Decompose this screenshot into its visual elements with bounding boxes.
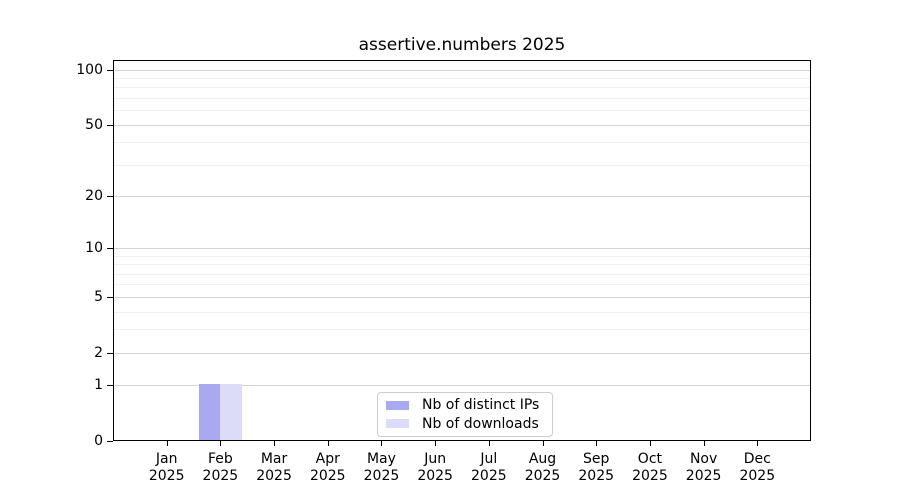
x-tick-label: Oct 2025 [632,451,668,484]
y-tick-mark [107,385,113,387]
gridline-major [114,385,810,387]
gridline-major [114,296,810,298]
gridline-minor [114,311,810,313]
x-tick-mark [703,440,705,446]
y-tick-label: 50 [85,116,103,133]
x-tick-mark [327,440,329,446]
gridline-minor [114,255,810,257]
x-tick-mark [274,440,276,446]
x-tick-mark [381,440,383,446]
x-tick-mark [757,440,759,446]
gridline-minor [114,142,810,144]
gridline-minor [114,284,810,286]
legend-swatch-downloads [386,419,409,429]
legend-swatch-distinct-ips [386,400,409,410]
legend: Nb of distinct IPs Nb of downloads [377,392,553,437]
gridline-minor [114,87,810,89]
y-tick-mark [107,248,113,250]
x-tick-mark [596,440,598,446]
y-tick-label: 10 [85,240,103,257]
x-tick-label: Jul 2025 [471,451,507,484]
gridline-major [114,196,810,198]
gridline-major [114,352,810,354]
x-tick-label: Aug 2025 [524,451,561,484]
x-tick-label: May 2025 [363,451,400,484]
gridline-major [114,69,810,71]
x-tick-label: Jan 2025 [148,451,185,484]
x-tick-mark [649,440,651,446]
y-tick-label: 0 [94,433,103,449]
y-tick-mark [107,441,113,442]
y-tick-mark [107,124,113,126]
plot-area [113,60,811,441]
gridline-minor [114,264,810,266]
bar-downloads-feb [220,384,242,440]
y-tick-label: 100 [76,61,103,78]
x-tick-label: Apr 2025 [309,451,346,484]
x-tick-label: Jun 2025 [417,451,453,484]
x-tick-mark [488,440,490,446]
x-tick-label: Dec 2025 [739,451,776,484]
x-tick-label: Nov 2025 [685,451,722,484]
x-tick-label: Sep 2025 [578,451,615,484]
legend-item-distinct-ips: Nb of distinct IPs [386,397,546,413]
x-tick-mark [435,440,437,446]
gridline-minor [114,273,810,275]
legend-label-downloads: Nb of downloads [422,415,539,432]
x-tick-mark [166,440,168,446]
y-tick-mark [107,69,113,71]
y-tick-mark [107,196,113,198]
gridline-minor [114,78,810,80]
y-tick-mark [107,352,113,354]
y-tick-label: 2 [94,344,103,361]
gridline-minor [114,164,810,166]
x-tick-label: Mar 2025 [256,451,292,484]
gridline-minor [114,110,810,112]
gridline-major [114,124,810,126]
gridline-major [114,248,810,250]
y-tick-mark [107,296,113,298]
x-tick-mark [220,440,222,446]
gridline-minor [114,98,810,100]
bar-distinct-ips-feb [198,384,221,440]
legend-label-distinct-ips: Nb of distinct IPs [422,397,540,414]
x-tick-mark [542,440,544,446]
chart-title: assertive.numbers 2025 [358,35,566,55]
y-tick-label: 20 [85,188,103,205]
x-tick-label: Feb 2025 [202,451,239,484]
y-tick-label: 1 [94,377,103,394]
legend-item-downloads: Nb of downloads [386,416,546,432]
gridline-minor [114,329,810,331]
y-tick-label: 5 [94,288,103,305]
